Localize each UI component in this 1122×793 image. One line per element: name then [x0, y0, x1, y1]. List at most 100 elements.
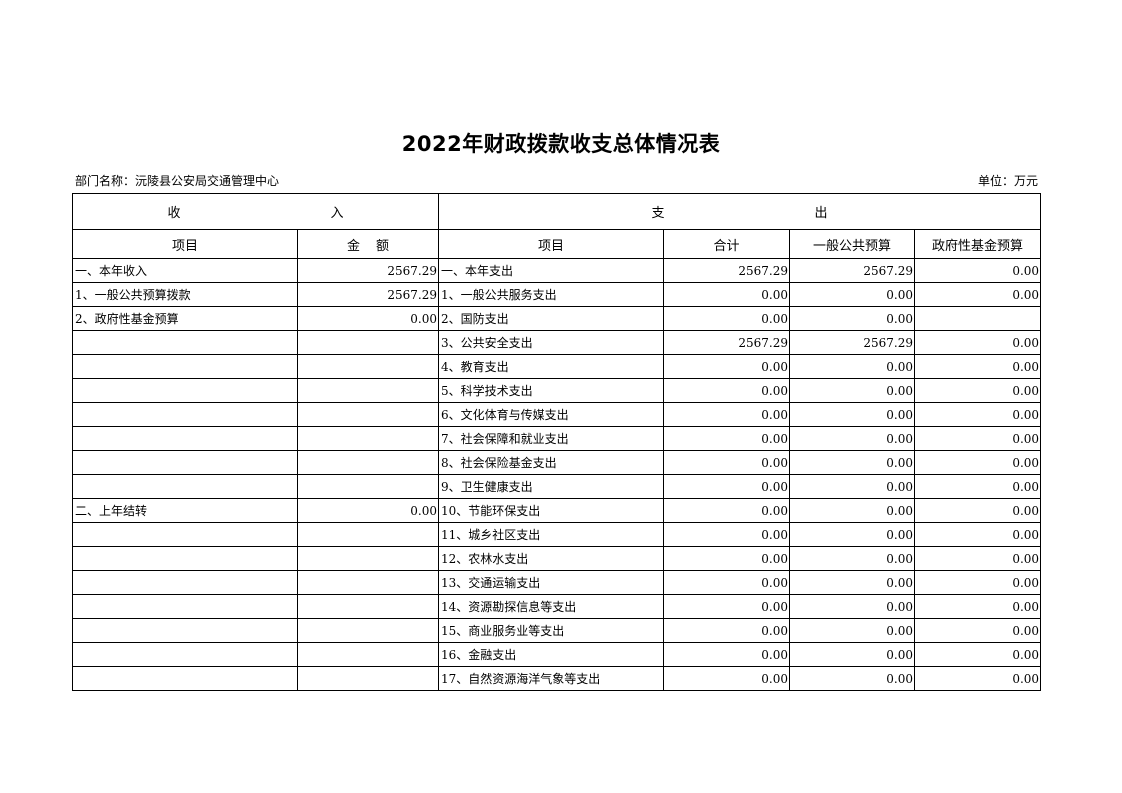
expense-fund-budget-cell: 0.00 [913, 498, 1042, 523]
income-item-cell [72, 570, 298, 595]
expense-general-budget-cell: 0.00 [789, 546, 915, 571]
col-amount-char: 金 [346, 238, 360, 254]
expense-general-budget-cell: 0.00 [789, 618, 915, 643]
table-row: 2、政府性基金预算 0.00 2、国防支出 0.00 0.00 [72, 306, 1042, 331]
expense-fund-budget-cell: 0.00 [913, 474, 1042, 499]
income-item-cell [72, 474, 298, 499]
income-amount-cell [297, 618, 439, 643]
table-row: 14、资源勘探信息等支出 0.00 0.00 0.00 [72, 594, 1042, 619]
expense-total-cell: 0.00 [663, 522, 790, 547]
income-amount-cell: 2567.29 [297, 282, 439, 307]
income-item-cell: 2、政府性基金预算 [72, 306, 298, 331]
table-row: 4、教育支出 0.00 0.00 0.00 [72, 354, 1042, 379]
table-row: 二、上年结转 0.00 10、节能环保支出 0.00 0.00 0.00 [72, 498, 1042, 523]
expense-general-budget-cell: 0.00 [789, 354, 915, 379]
income-item-cell [72, 450, 298, 475]
expense-total-cell: 0.00 [663, 642, 790, 667]
col-expense-item: 项目 [438, 229, 664, 259]
table-row: 16、金融支出 0.00 0.00 0.00 [72, 642, 1042, 667]
expense-header-char: 支 [651, 206, 665, 221]
income-item-cell [72, 354, 298, 379]
expense-fund-budget-cell: 0.00 [913, 330, 1042, 355]
expense-fund-budget-cell: 0.00 [913, 570, 1042, 595]
expense-item-cell: 2、国防支出 [438, 306, 664, 331]
expense-fund-budget-cell: 0.00 [913, 618, 1042, 643]
expense-total-cell: 2567.29 [663, 330, 790, 355]
expense-total-cell: 0.00 [663, 354, 790, 379]
income-amount-cell: 0.00 [297, 306, 439, 331]
expense-item-cell: 5、科学技术支出 [438, 378, 664, 403]
expense-fund-budget-cell: 0.00 [913, 258, 1042, 283]
expense-general-budget-cell: 0.00 [789, 306, 915, 331]
expense-total-cell: 0.00 [663, 498, 790, 523]
income-amount-cell [297, 594, 439, 619]
table-row: 1、一般公共预算拨款 2567.29 1、一般公共服务支出 0.00 0.00 0.00 [72, 282, 1042, 307]
col-income-amount: 金额 [297, 229, 439, 259]
income-header: 收入 [72, 193, 439, 230]
table-row: 7、社会保障和就业支出 0.00 0.00 0.00 [72, 426, 1042, 451]
expense-general-budget-cell: 0.00 [789, 642, 915, 667]
expense-item-cell: 9、卫生健康支出 [438, 474, 664, 499]
income-amount-cell [297, 378, 439, 403]
income-amount-cell: 0.00 [297, 498, 439, 523]
income-amount-cell [297, 450, 439, 475]
expense-item-cell: 1、一般公共服务支出 [438, 282, 664, 307]
expense-header: 支出 [437, 193, 1042, 230]
page-title: 2022年财政拨款收支总体情况表 [401, 132, 721, 156]
income-amount-cell [297, 402, 439, 427]
header-row-columns: 项目 金额 项目 合计 一般公共预算 政府性基金预算 [72, 229, 1042, 259]
income-amount-cell: 2567.29 [297, 258, 439, 283]
income-amount-cell [297, 522, 439, 547]
expense-item-cell: 13、交通运输支出 [438, 570, 664, 595]
expense-fund-budget-cell: 0.00 [913, 378, 1042, 403]
income-amount-cell [297, 570, 439, 595]
expense-total-cell: 0.00 [663, 666, 790, 691]
table-row: 9、卫生健康支出 0.00 0.00 0.00 [72, 474, 1042, 499]
income-amount-cell [297, 426, 439, 451]
expense-item-cell: 17、自然资源海洋气象等支出 [438, 666, 664, 691]
expense-fund-budget-cell: 0.00 [913, 546, 1042, 571]
department-name: 部门名称：沅陵县公安局交通管理中心 [75, 174, 280, 188]
income-item-cell [72, 522, 298, 547]
expense-total-cell: 0.00 [663, 450, 790, 475]
table-row: 8、社会保险基金支出 0.00 0.00 0.00 [72, 450, 1042, 475]
expense-total-cell: 0.00 [663, 426, 790, 451]
expense-general-budget-cell: 2567.29 [789, 330, 915, 355]
income-item-cell: 1、一般公共预算拨款 [72, 282, 298, 307]
expense-general-budget-cell: 0.00 [789, 426, 915, 451]
expense-fund-budget-cell [913, 306, 1042, 331]
expense-total-cell: 0.00 [663, 306, 790, 331]
expense-item-cell: 12、农林水支出 [438, 546, 664, 571]
expense-item-cell: 3、公共安全支出 [438, 330, 664, 355]
table-row: 13、交通运输支出 0.00 0.00 0.00 [72, 570, 1042, 595]
income-amount-cell [297, 642, 439, 667]
table-row: 5、科学技术支出 0.00 0.00 0.00 [72, 378, 1042, 403]
col-fund-budget: 政府性基金预算 [913, 229, 1042, 259]
expense-general-budget-cell: 0.00 [789, 666, 915, 691]
expense-item-cell: 10、节能环保支出 [438, 498, 664, 523]
expense-fund-budget-cell: 0.00 [913, 666, 1042, 691]
table-row: 一、本年收入 2567.29 一、本年支出 2567.29 2567.29 0.00 [72, 258, 1042, 283]
expense-total-cell: 0.00 [663, 594, 790, 619]
expense-item-cell: 8、社会保险基金支出 [438, 450, 664, 475]
income-item-cell [72, 330, 298, 355]
income-amount-cell [297, 666, 439, 691]
expense-fund-budget-cell: 0.00 [913, 594, 1042, 619]
expense-item-cell: 6、文化体育与传媒支出 [438, 402, 664, 427]
expense-item-cell: 15、商业服务业等支出 [438, 618, 664, 643]
expense-fund-budget-cell: 0.00 [913, 402, 1042, 427]
expense-total-cell: 0.00 [663, 618, 790, 643]
expense-item-cell: 16、金融支出 [438, 642, 664, 667]
expense-general-budget-cell: 0.00 [789, 498, 915, 523]
expense-general-budget-cell: 2567.29 [789, 258, 915, 283]
expense-item-cell: 7、社会保障和就业支出 [438, 426, 664, 451]
income-item-cell [72, 618, 298, 643]
income-amount-cell [297, 354, 439, 379]
income-item-cell [72, 378, 298, 403]
expense-general-budget-cell: 0.00 [789, 282, 915, 307]
expense-total-cell: 0.00 [663, 378, 790, 403]
expense-total-cell: 0.00 [663, 546, 790, 571]
income-header-char: 入 [330, 206, 344, 221]
table-row: 17、自然资源海洋气象等支出 0.00 0.00 0.00 [72, 666, 1042, 691]
expense-general-budget-cell: 0.00 [789, 474, 915, 499]
